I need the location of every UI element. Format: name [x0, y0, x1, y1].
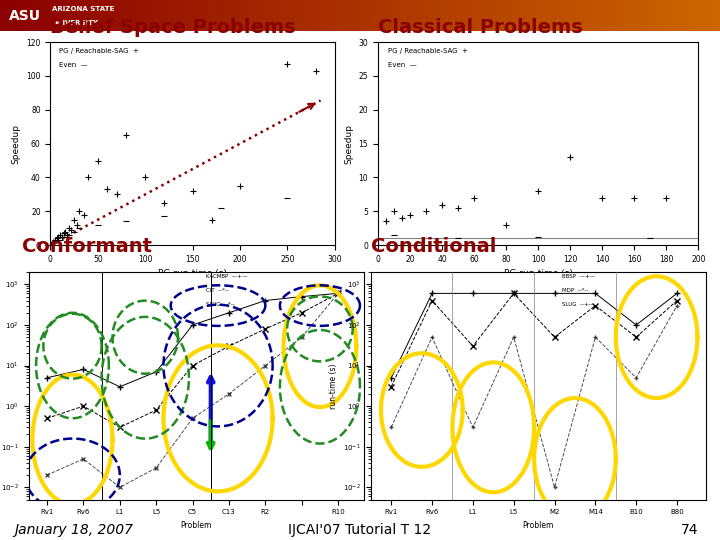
Point [68, 227, 80, 236]
Point [234, 181, 246, 190]
Point [215, 204, 227, 212]
Text: Even  —: Even — [59, 63, 88, 69]
Point [83, 173, 94, 182]
Point [420, 207, 432, 215]
Point [47, 239, 58, 248]
Y-axis label: Speedup: Speedup [12, 124, 21, 164]
Point [206, 215, 217, 224]
Point [66, 226, 77, 234]
Point [660, 193, 672, 202]
Point [47, 239, 58, 248]
Point [78, 211, 89, 219]
Point [469, 193, 480, 202]
Point [644, 234, 656, 242]
Point [73, 224, 85, 233]
Point [388, 207, 400, 215]
Point [158, 212, 170, 221]
Point [92, 220, 104, 229]
Point [54, 231, 66, 239]
Text: IJCAI'07 Tutorial T 12: IJCAI'07 Tutorial T 12 [289, 523, 431, 537]
Text: BBSP  —+—: BBSP —+— [562, 274, 595, 279]
Point [68, 215, 80, 224]
Text: Belief Space Problems: Belief Space Problems [50, 18, 296, 37]
Point [388, 231, 400, 239]
Point [596, 193, 608, 202]
X-axis label: Problem: Problem [523, 521, 554, 530]
Text: PG / Reachable-SAG  +: PG / Reachable-SAG + [387, 48, 467, 54]
X-axis label: Problem: Problem [181, 521, 212, 530]
Text: 74: 74 [681, 523, 698, 537]
Point [436, 200, 448, 209]
Text: Conditional: Conditional [371, 237, 496, 256]
Point [380, 217, 392, 226]
Point [452, 204, 464, 212]
Point [63, 224, 75, 233]
Point [56, 232, 68, 241]
Point [564, 153, 576, 161]
Point [405, 211, 416, 219]
Point [533, 187, 544, 195]
Point [500, 220, 512, 229]
Point [50, 238, 61, 246]
Point [53, 232, 64, 241]
Point [187, 187, 199, 195]
Text: ASU: ASU [9, 9, 41, 23]
Point [533, 233, 544, 241]
Point [282, 60, 293, 69]
Point [50, 236, 61, 245]
Point [102, 185, 113, 194]
Point [282, 193, 293, 202]
Text: MDP  --*--: MDP --*-- [562, 288, 588, 293]
Point [120, 131, 132, 139]
Point [120, 217, 132, 226]
Point [140, 173, 151, 182]
Point [62, 231, 73, 239]
X-axis label: PG run-time (s): PG run-time (s) [504, 269, 572, 279]
Point [111, 190, 122, 199]
Text: UNIVERSITY: UNIVERSITY [52, 19, 99, 25]
Point [58, 229, 69, 238]
Text: SLUG  --+--: SLUG --+-- [562, 302, 593, 307]
Point [54, 236, 66, 245]
Point [629, 193, 640, 202]
Point [48, 238, 59, 246]
Point [396, 214, 408, 222]
Point [59, 227, 71, 236]
Text: ARIZONA STATE: ARIZONA STATE [52, 6, 114, 12]
Point [71, 220, 83, 229]
Text: Classical Problems: Classical Problems [378, 18, 582, 37]
Point [158, 199, 170, 207]
Text: CIT  --*--: CIT --*-- [206, 288, 229, 293]
X-axis label: PG run-time (s): PG run-time (s) [158, 269, 227, 279]
Point [73, 207, 85, 215]
Text: PG / Reachable-SAG  +: PG / Reachable-SAG + [59, 48, 139, 54]
Point [92, 156, 104, 165]
Text: January 18, 2007: January 18, 2007 [14, 523, 133, 537]
Y-axis label: Speedup: Speedup [344, 124, 353, 164]
Point [63, 231, 75, 239]
Point [59, 232, 71, 241]
Text: Conformant: Conformant [22, 237, 152, 256]
Text: SLUG  --*--: SLUG --*-- [206, 302, 235, 307]
Text: KACMBP  —+—: KACMBP —+— [206, 274, 248, 279]
Y-axis label: run-time (s): run-time (s) [329, 363, 338, 409]
Point [51, 234, 63, 242]
Text: Even  —: Even — [387, 63, 416, 69]
Point [310, 66, 322, 75]
Point [452, 234, 464, 242]
